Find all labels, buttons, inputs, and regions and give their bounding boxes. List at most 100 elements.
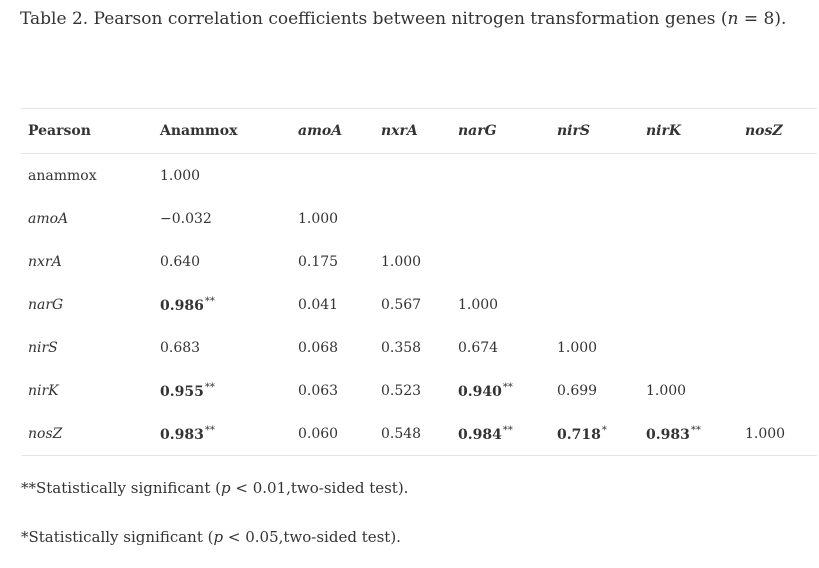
row-label: nxrA: [28, 253, 62, 270]
cell-value: −0.032: [160, 210, 212, 227]
cell-value: 0.699: [557, 382, 598, 399]
footnote-marker: *: [21, 528, 29, 546]
table-cell: 0.060: [291, 412, 374, 456]
table-cell: [738, 326, 817, 369]
table-cell: [738, 369, 817, 412]
table-cell: [550, 283, 639, 326]
column-header-narg: narG: [451, 108, 550, 154]
cell-value: 1.000: [160, 167, 201, 184]
footnote-marker: **: [21, 479, 36, 497]
table-cell: 0.984**: [451, 412, 550, 456]
table-cell: 0.068: [291, 326, 374, 369]
table-cell: [451, 154, 550, 198]
table-cell: [738, 154, 817, 198]
table-cell: 1.000: [738, 412, 817, 456]
cell-value: 0.983: [646, 426, 690, 443]
cell-value: 0.984: [458, 426, 502, 443]
table-cell: [291, 154, 374, 198]
table-caption: Table 2. Pearson correlation coefficient…: [20, 9, 786, 29]
caption-prefix: Table 2. Pearson correlation coefficient…: [20, 9, 728, 29]
table-cell: [374, 197, 451, 240]
significance-marker: *: [601, 424, 607, 436]
significance-marker: **: [502, 381, 513, 393]
significance-marker: **: [690, 424, 701, 436]
cell-value: 0.548: [381, 425, 422, 442]
table-row: nirS 0.683 0.068 0.358 0.674 1.000: [21, 326, 817, 369]
cell-value: 0.674: [458, 339, 499, 356]
table-cell: 0.718*: [550, 412, 639, 456]
cell-value: 0.068: [298, 339, 339, 356]
cell-value: 0.523: [381, 382, 422, 399]
table-row: nosZ 0.983** 0.060 0.548 0.984** 0.718* 0.983*…: [21, 412, 817, 456]
footnote-single-asterisk: *Statistically significant (p < 0.05,two…: [21, 528, 401, 546]
caption-n-value: = 8).: [738, 9, 787, 29]
footnote-double-asterisk: **Statistically significant (p < 0.01,tw…: [21, 479, 408, 497]
table-cell: 1.000: [550, 326, 639, 369]
row-label: amoA: [28, 210, 69, 227]
footnote-text: Statistically significant (: [36, 479, 221, 497]
cell-value: 0.063: [298, 382, 339, 399]
column-header-pearson: Pearson: [21, 108, 153, 154]
table-cell: 0.548: [374, 412, 451, 456]
table-cell: [639, 154, 738, 198]
row-label: nirK: [28, 382, 59, 399]
table-cell: 1.000: [374, 240, 451, 283]
table-body: anammox 1.000 amoA −0.032 1.000 nxrA 0.640 0.17…: [21, 154, 817, 456]
table-cell: [639, 240, 738, 283]
cell-value: 0.940: [458, 383, 502, 400]
table-row: amoA −0.032 1.000: [21, 197, 817, 240]
table-cell: 0.640: [153, 240, 291, 283]
table-cell: [451, 240, 550, 283]
table-cell: [738, 283, 817, 326]
table-cell: 1.000: [153, 154, 291, 198]
cell-value: 0.358: [381, 339, 422, 356]
cell-value: 1.000: [381, 253, 422, 270]
table-cell: 0.955**: [153, 369, 291, 412]
header-row: Pearson Anammox amoA nxrA narG nirS nirK nosZ: [21, 108, 817, 154]
table-cell: [374, 154, 451, 198]
table-cell: [639, 283, 738, 326]
table-cell: 0.567: [374, 283, 451, 326]
cell-value: 1.000: [458, 296, 499, 313]
table-cell: [639, 326, 738, 369]
table-cell: 1.000: [451, 283, 550, 326]
cell-value: 1.000: [646, 382, 687, 399]
table-cell: [738, 240, 817, 283]
column-header-amoa: amoA: [291, 108, 374, 154]
table-cell: 0.674: [451, 326, 550, 369]
cell-value: 0.955: [160, 383, 204, 400]
cell-value: 0.983: [160, 426, 204, 443]
table-cell: 0.683: [153, 326, 291, 369]
row-label: nosZ: [21, 412, 153, 456]
cell-value: 0.986: [160, 297, 204, 314]
table-cell: 0.063: [291, 369, 374, 412]
table-cell: 0.983**: [153, 412, 291, 456]
footnote-p-variable: p: [221, 479, 231, 497]
table-cell: [550, 154, 639, 198]
table-cell: 0.940**: [451, 369, 550, 412]
table-row: nxrA 0.640 0.175 1.000: [21, 240, 817, 283]
column-header-anammox: Anammox: [153, 108, 291, 154]
footnote-text: Statistically significant (: [28, 528, 214, 546]
cell-value: 1.000: [745, 425, 786, 442]
table-cell: 0.175: [291, 240, 374, 283]
cell-value: 0.640: [160, 253, 201, 270]
table-row: anammox 1.000: [21, 154, 817, 198]
table-cell: [451, 197, 550, 240]
row-label: nirS: [28, 339, 58, 356]
column-header-nxra: nxrA: [374, 108, 451, 154]
table-cell: 0.523: [374, 369, 451, 412]
cell-value: 0.683: [160, 339, 201, 356]
cell-value: 0.718: [557, 426, 601, 443]
table-cell: 1.000: [291, 197, 374, 240]
table-cell: 0.358: [374, 326, 451, 369]
footnote-threshold: < 0.05,two-sided test).: [223, 528, 401, 546]
table-cell: [550, 240, 639, 283]
cell-value: 1.000: [298, 210, 339, 227]
column-header-nirs: nirS: [550, 108, 639, 154]
table-cell: [550, 197, 639, 240]
row-label: anammox: [28, 167, 97, 184]
cell-value: 0.175: [298, 253, 339, 270]
footnote-p-variable: p: [213, 528, 224, 546]
significance-marker: **: [502, 424, 513, 436]
